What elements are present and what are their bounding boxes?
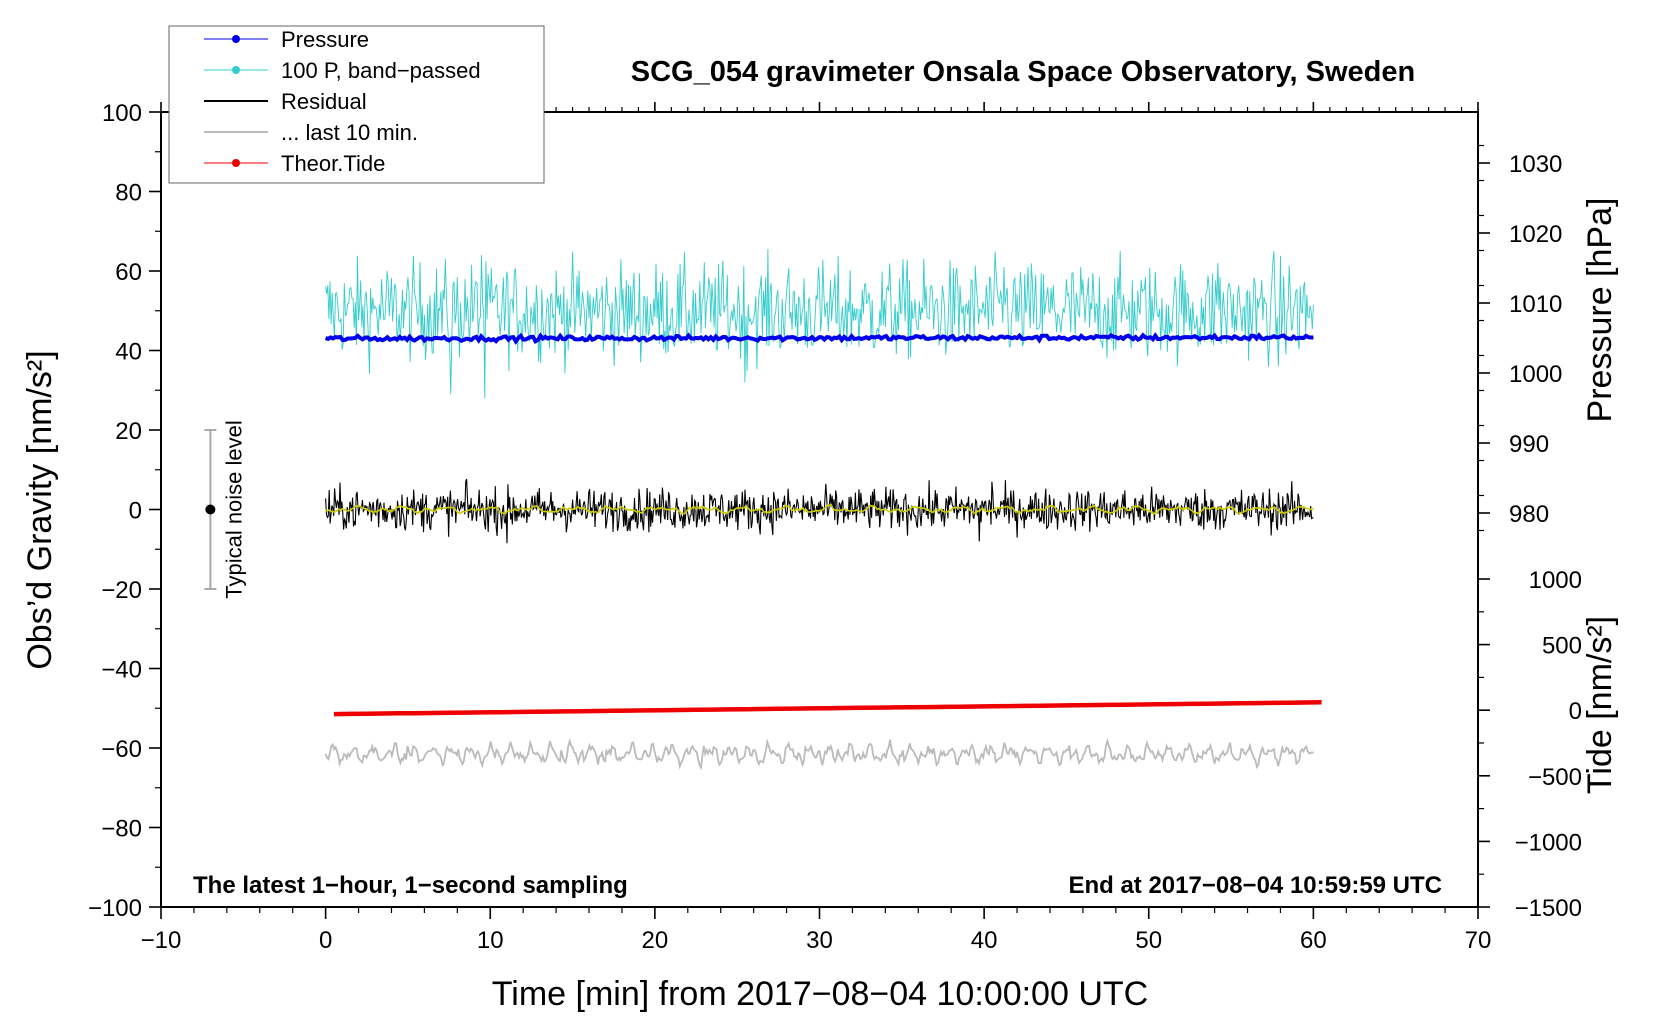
legend-label-tide: Theor.Tide <box>281 151 385 176</box>
pressure-tick-label: 980 <box>1509 501 1549 528</box>
y-tick-label: −100 <box>88 895 142 922</box>
y-tick-label: 0 <box>129 498 142 525</box>
legend-label-pressure: Pressure <box>281 27 369 52</box>
y-tick-label: −60 <box>101 736 142 763</box>
pressure-tick-label: 1000 <box>1509 361 1562 388</box>
x-tick-label: 10 <box>477 927 504 954</box>
series-residual <box>325 478 1314 544</box>
tide-tick-label: 1000 <box>1529 567 1582 594</box>
noise-bar-center-dot <box>205 504 216 515</box>
x-tick-label: 20 <box>642 927 669 954</box>
tide-tick-label: −1000 <box>1515 829 1582 856</box>
y-tick-label: −20 <box>101 577 142 604</box>
x-tick-label: 40 <box>971 927 998 954</box>
pressure-tick-label: 990 <box>1509 431 1549 458</box>
y-tick-label: 20 <box>115 418 142 445</box>
pressure-axis-label: Pressure [hPa] <box>1581 198 1619 423</box>
x-tick-label: 70 <box>1465 927 1492 954</box>
series-bandpassed-pressure <box>325 249 1314 399</box>
pressure-tick-label: 1010 <box>1509 291 1562 318</box>
tide-tick-label: −1500 <box>1515 895 1582 922</box>
pressure-tick-label: 1020 <box>1509 221 1562 248</box>
plot-frame <box>160 111 1479 908</box>
data-series <box>324 249 1322 771</box>
y-tick-label: 60 <box>115 259 142 286</box>
tide-tick-label: 0 <box>1569 698 1582 725</box>
x-tick-label: −10 <box>141 927 182 954</box>
noise-level-indicator: Typical noise level <box>204 420 246 599</box>
x-tick-label: 50 <box>1135 927 1162 954</box>
legend: Pressure 100 P, band−passed Residual ...… <box>168 25 545 184</box>
series-last-10-min <box>324 737 1314 771</box>
annotation-end-time: End at 2017−08−04 10:59:59 UTC <box>1068 872 1442 899</box>
legend-box <box>168 25 545 184</box>
legend-label-last10: ... last 10 min. <box>281 120 418 145</box>
legend-label-residual: Residual <box>281 89 367 114</box>
axis-tick-labels: −10 0 10 20 30 40 50 60 70−100−80−60−40−20020406… <box>88 100 1582 954</box>
legend-marker-bandpassed <box>232 66 240 74</box>
noise-level-label: Typical noise level <box>221 420 246 599</box>
y-axis-label: Obs’d Gravity [nm/s²] <box>21 350 59 669</box>
tide-tick-label: −500 <box>1528 764 1582 791</box>
x-tick-label: 0 <box>319 927 332 954</box>
series-theoretical-tide <box>333 700 1322 717</box>
tide-axis-label: Tide [nm/s²] <box>1581 616 1619 794</box>
x-tick-label: 30 <box>806 927 833 954</box>
y-tick-label: 100 <box>102 100 142 127</box>
x-tick-label: 60 <box>1300 927 1327 954</box>
y-tick-label: 80 <box>115 180 142 207</box>
annotation-sampling: The latest 1−hour, 1−second sampling <box>193 872 628 899</box>
legend-marker-pressure <box>232 35 240 43</box>
y-tick-label: −40 <box>101 657 142 684</box>
pressure-tick-label: 1030 <box>1509 151 1562 178</box>
y-tick-label: 40 <box>115 339 142 366</box>
series-pressure <box>324 332 1314 345</box>
legend-label-bandpassed: 100 P, band−passed <box>281 58 481 83</box>
y-tick-label: −80 <box>101 816 142 843</box>
tide-tick-label: 500 <box>1542 633 1582 660</box>
chart-title: SCG_054 gravimeter Onsala Space Observat… <box>631 56 1415 88</box>
x-axis-label: Time [min] from 2017−08−04 10:00:00 UTC <box>492 975 1148 1013</box>
legend-marker-tide <box>232 159 240 167</box>
series-residual-smoothed <box>325 503 1314 516</box>
